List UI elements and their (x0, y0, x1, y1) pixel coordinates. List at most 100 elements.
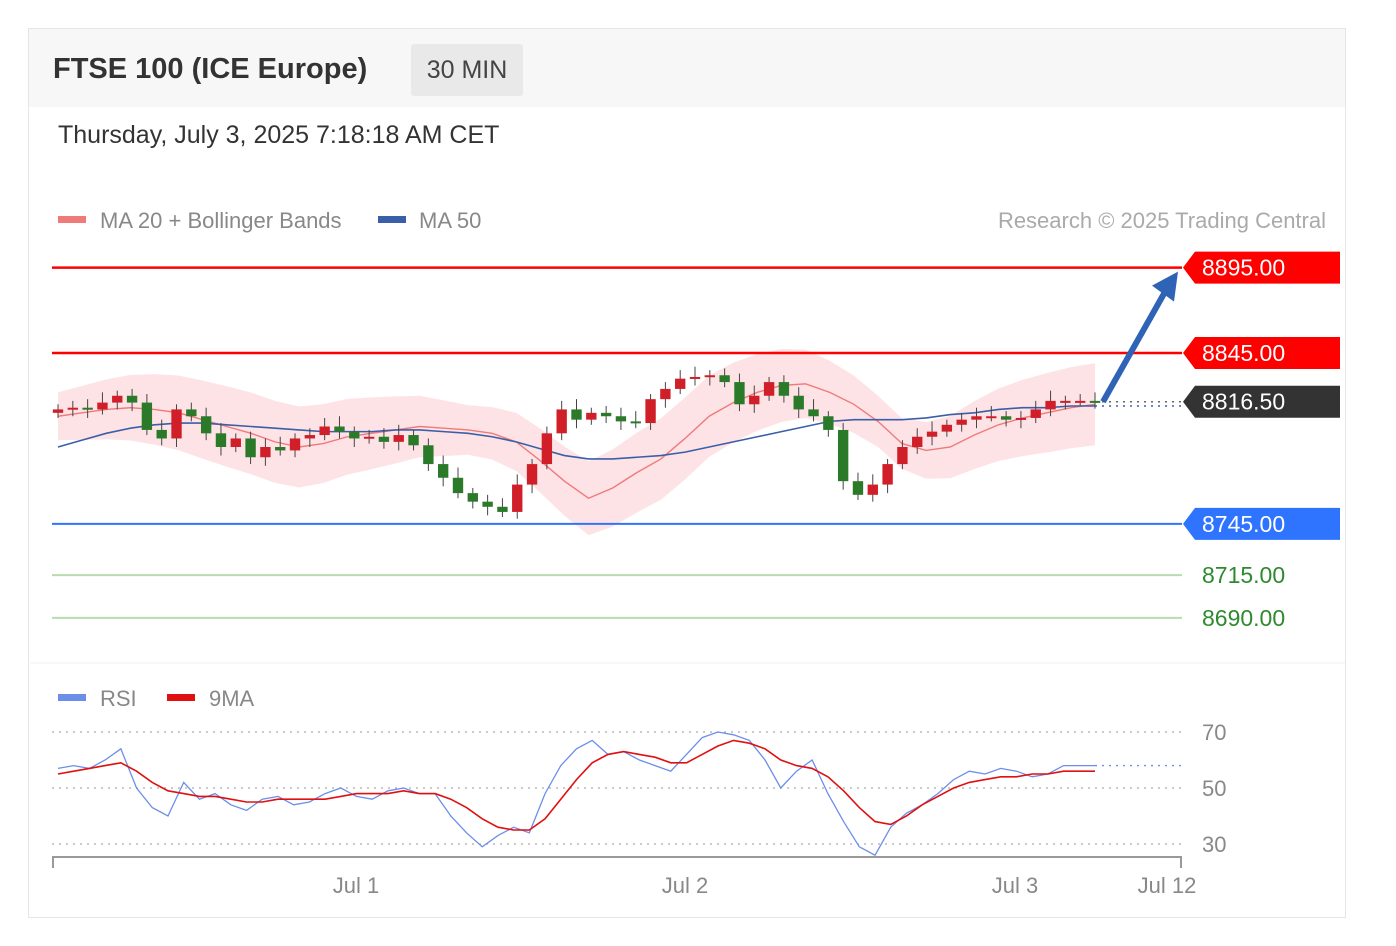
candle-body (437, 464, 449, 478)
candle-body (1030, 409, 1041, 418)
candle-body (645, 399, 656, 424)
x-tick-label: Jul 3 (992, 873, 1038, 898)
candle-body (260, 447, 271, 458)
candle-body (319, 426, 330, 436)
candle-body (1060, 400, 1071, 403)
candle-body (689, 376, 701, 379)
candle-body (482, 501, 493, 507)
target-label-1: 8715.00 (1202, 562, 1285, 588)
candle-body (571, 409, 582, 420)
candle-body (586, 412, 597, 420)
candle-body (1089, 400, 1101, 403)
candle-body (630, 421, 641, 424)
rsi-ma-line (57, 739, 1095, 831)
rsi-legend-label: RSI (100, 686, 137, 711)
candle-body (275, 447, 286, 451)
x-tick-label: Jul 2 (662, 873, 708, 898)
candle-body (852, 481, 864, 495)
candle-body (823, 416, 834, 430)
interval-badge[interactable]: 30 MIN (411, 44, 523, 96)
candle-body (556, 409, 567, 434)
candle-body (112, 395, 123, 403)
candle-body (778, 382, 790, 396)
resistance-tag-2: 8845.00 (1202, 340, 1285, 366)
candle-body (526, 464, 538, 485)
support-tag-1: 8745.00 (1202, 511, 1285, 537)
candle-body (245, 438, 256, 458)
candle-body (660, 388, 671, 400)
candle-body (452, 477, 464, 494)
candle-body (867, 484, 878, 495)
candle-body (615, 416, 627, 422)
candle-body (393, 435, 404, 442)
candle-body (126, 395, 138, 403)
candle-body (186, 409, 197, 417)
candle-body (926, 431, 938, 437)
candle-body (349, 431, 360, 439)
ma50-line (57, 405, 1095, 460)
candle-body (897, 447, 908, 465)
candle-body (512, 484, 523, 512)
candle-body (67, 407, 78, 410)
forecast-arrow-shaft (1100, 292, 1167, 404)
candle-body (171, 409, 182, 439)
instrument-title: FTSE 100 (ICE Europe) (53, 53, 368, 85)
rsi-ma-legend-swatch (167, 694, 195, 701)
rsi-tick-30: 30 (1202, 832, 1226, 857)
rsi-tick-70: 70 (1202, 720, 1226, 745)
candle-body (749, 395, 760, 405)
candle-body (675, 378, 686, 389)
ma20-legend-label: MA 20 + Bollinger Bands (100, 208, 342, 233)
candle-body (719, 375, 730, 383)
bollinger-band (58, 348, 1095, 536)
candle-body (1000, 416, 1012, 420)
candle-body (467, 493, 478, 502)
rsi-line (57, 731, 1095, 857)
support-tag-1-bg (1183, 507, 1340, 540)
candle-body (971, 416, 982, 420)
candle-body (882, 464, 893, 485)
candle-body (156, 429, 167, 439)
resistance-tag-1: 8895.00 (1202, 255, 1285, 281)
candle-body (97, 402, 108, 410)
candle-body (600, 412, 612, 417)
candle-body (289, 438, 301, 451)
candle-body (734, 382, 745, 405)
candle-body (423, 445, 434, 465)
rsi-legend-swatch (58, 694, 86, 701)
ma50-legend-label: MA 50 (419, 208, 481, 233)
current-price-tag-bg (1183, 385, 1340, 418)
candle-body (941, 424, 953, 432)
candle-body (408, 435, 419, 446)
candle-body (837, 429, 849, 482)
candle-body (200, 416, 212, 434)
candle-body (230, 438, 241, 447)
candle-body (334, 426, 345, 432)
ma20-legend-swatch (58, 216, 86, 223)
candle-body (704, 375, 716, 378)
resistance-tag-1-bg (1183, 251, 1340, 284)
ma50-legend-swatch (378, 216, 406, 223)
candle-body (1045, 400, 1056, 410)
candle-body (912, 436, 923, 447)
current-price-tag: 8816.50 (1202, 389, 1285, 415)
candle-body (378, 436, 390, 442)
candle-body (52, 409, 64, 413)
candle-body (363, 436, 375, 439)
candle-body (541, 433, 553, 465)
x-tick-label: Jul 12 (1138, 873, 1197, 898)
resistance-tag-2-bg (1183, 337, 1340, 370)
candle-body (763, 382, 775, 396)
chart-header: FTSE 100 (ICE Europe) 30 MIN (29, 29, 1345, 107)
candle-body (1015, 417, 1027, 420)
candle-body (215, 433, 227, 447)
candle-body (82, 407, 93, 410)
rsi-ma-legend-label: 9MA (209, 686, 255, 711)
forecast-arrow-head (1152, 271, 1178, 302)
candle-body (497, 506, 508, 512)
candle-body (304, 435, 316, 439)
candle-body (808, 409, 819, 417)
candle-body (986, 416, 997, 419)
rsi-tick-50: 50 (1202, 776, 1226, 801)
